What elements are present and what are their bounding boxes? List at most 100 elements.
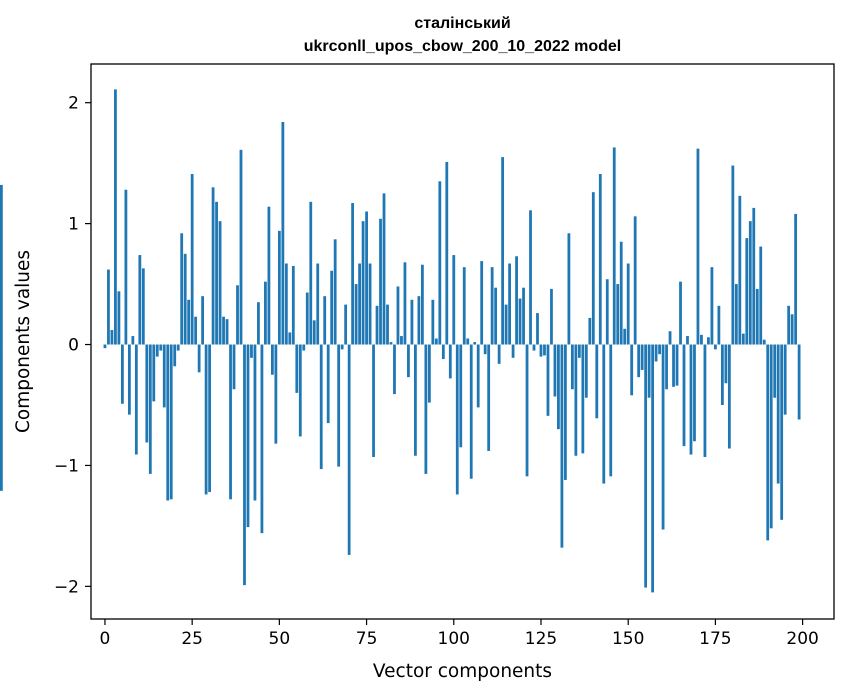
bar [246, 344, 250, 528]
bar [382, 193, 386, 345]
bar [557, 344, 560, 430]
bar [260, 344, 264, 534]
bar [490, 267, 494, 345]
bar [546, 344, 550, 416]
bar [445, 161, 449, 345]
bar [424, 344, 428, 474]
bar [483, 344, 487, 355]
bar [720, 344, 724, 405]
bar [218, 221, 222, 345]
x-tick-label: 0 [100, 629, 111, 649]
bar [504, 304, 508, 345]
bar [693, 344, 696, 442]
bar [340, 344, 344, 350]
bar [550, 288, 553, 345]
bar [748, 221, 752, 345]
bar [473, 342, 477, 345]
bar [215, 201, 218, 345]
bar [441, 344, 445, 360]
bar [529, 210, 532, 345]
bar [501, 157, 505, 345]
bar [515, 256, 518, 345]
bar [686, 336, 689, 345]
chart-subtitle: ukrconll_upos_cbow_200_10_2022 model [304, 38, 621, 55]
bar [372, 344, 375, 457]
bar [623, 328, 627, 345]
bar [361, 221, 365, 345]
bar [780, 344, 784, 520]
bar [564, 344, 567, 480]
bar [309, 201, 313, 345]
bar [783, 344, 787, 415]
bar [682, 344, 686, 447]
bar [476, 344, 480, 408]
bar [773, 344, 777, 398]
bar [274, 344, 278, 444]
bar [0, 344, 3, 491]
bar [787, 305, 791, 345]
bar [710, 267, 714, 345]
bar [148, 344, 152, 474]
bar [469, 344, 473, 479]
bar [208, 344, 211, 493]
bar [626, 263, 630, 345]
bar [204, 344, 208, 495]
bar [494, 287, 498, 345]
bar [187, 299, 191, 345]
x-tick-label: 100 [438, 629, 470, 649]
x-tick-label: 125 [525, 629, 557, 649]
bar [155, 344, 159, 357]
bar [752, 207, 756, 345]
bar [794, 213, 798, 345]
bar [264, 281, 267, 345]
bar [243, 344, 246, 586]
bar [298, 344, 302, 437]
bar [173, 344, 177, 367]
bar [654, 344, 658, 362]
y-tick-label: −2 [54, 577, 79, 597]
bar [647, 344, 651, 398]
bar [183, 253, 187, 345]
bar [257, 302, 260, 345]
y-axis-ticks: −2 −1 0 1 2 [54, 94, 91, 597]
bar [717, 305, 721, 345]
bar [166, 344, 170, 501]
bar [703, 344, 707, 457]
bar [466, 338, 470, 345]
bar [567, 233, 571, 345]
bar [319, 344, 323, 470]
bar [532, 344, 536, 351]
bar [169, 344, 173, 500]
bar [766, 344, 770, 541]
bar [769, 344, 773, 529]
bar [103, 344, 107, 349]
bar [591, 192, 595, 345]
bar [180, 233, 184, 345]
y-tick-label: 0 [68, 336, 79, 356]
bar [162, 344, 166, 408]
bar [508, 263, 511, 345]
bar [117, 291, 121, 345]
bar [431, 299, 435, 345]
bar [755, 288, 759, 345]
bars-group [0, 89, 801, 593]
bar [305, 292, 309, 345]
bar [194, 316, 198, 345]
bar [347, 344, 351, 555]
bar [107, 269, 110, 345]
bar [480, 261, 484, 345]
bar [417, 296, 421, 345]
x-tick-label: 50 [269, 629, 291, 649]
bar [790, 314, 794, 345]
bar [672, 344, 675, 387]
bar [420, 264, 424, 345]
bar [584, 344, 588, 398]
bar [644, 344, 648, 588]
bar [351, 203, 355, 345]
bar [197, 344, 201, 373]
bar [745, 238, 749, 345]
bar [393, 344, 396, 395]
bar [668, 331, 672, 345]
bar [605, 279, 609, 345]
bar [389, 342, 393, 345]
